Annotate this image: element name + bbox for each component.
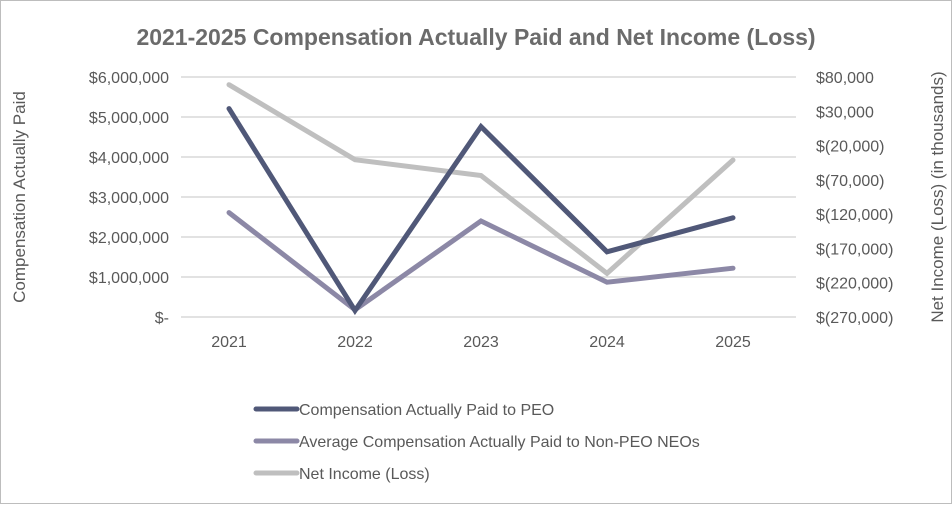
- y2-tick-label: $(70,000): [816, 173, 885, 190]
- x-tick-label: 2021: [211, 334, 247, 351]
- y2-tick-label: $(20,000): [816, 139, 885, 156]
- y-tick-label: $3,000,000: [89, 190, 169, 207]
- x-tick-label: 2024: [589, 334, 625, 351]
- chart-title: 2021-2025 Compensation Actually Paid and…: [136, 24, 815, 50]
- y-tick-label: $-: [155, 310, 169, 327]
- series-line-2: [229, 85, 733, 274]
- x-tick-label: 2025: [715, 334, 751, 351]
- y2-tick-label: $30,000: [816, 104, 874, 121]
- y2-tick-label: $(270,000): [816, 310, 893, 327]
- y2-tick-label: $80,000: [816, 70, 874, 87]
- legend-label-0: Compensation Actually Paid to PEO: [299, 402, 554, 419]
- y2-tick-label: $(170,000): [816, 241, 893, 258]
- x-tick-label: 2022: [337, 334, 373, 351]
- legend-label-1: Average Compensation Actually Paid to No…: [299, 434, 700, 451]
- y-tick-label: $4,000,000: [89, 150, 169, 167]
- y-axis-label: Compensation Actually Paid: [10, 91, 29, 303]
- y2-axis-label: Net Income (Loss) (in thousands): [928, 71, 947, 322]
- y2-tick-label: $(120,000): [816, 207, 893, 224]
- y-tick-label: $5,000,000: [89, 110, 169, 127]
- y-tick-label: $2,000,000: [89, 230, 169, 247]
- series-line-0: [229, 109, 733, 311]
- legend-label-2: Net Income (Loss): [299, 466, 430, 483]
- y-tick-label: $6,000,000: [89, 70, 169, 87]
- y2-tick-label: $(220,000): [816, 276, 893, 293]
- x-tick-label: 2023: [463, 334, 499, 351]
- y-tick-label: $1,000,000: [89, 270, 169, 287]
